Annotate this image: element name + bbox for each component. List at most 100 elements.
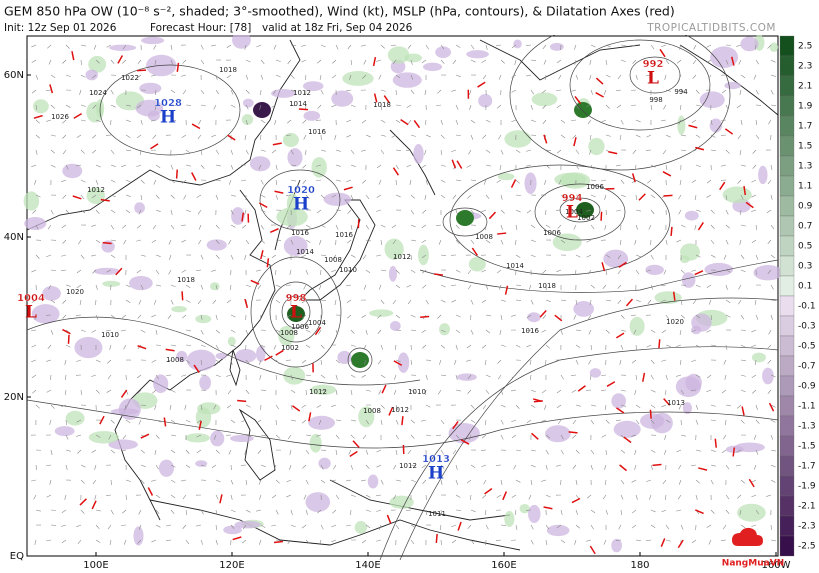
wind-barb xyxy=(226,404,232,409)
wind-barb xyxy=(605,269,607,275)
lon-label: 180 xyxy=(630,560,649,571)
wind-barb xyxy=(62,194,67,199)
wind-barb xyxy=(215,239,220,244)
wind-barb xyxy=(425,134,431,138)
wind-barb xyxy=(677,494,682,500)
wind-barb xyxy=(650,464,653,470)
dilatation-axis xyxy=(270,227,279,233)
wind-barb xyxy=(275,329,281,333)
wind-barb xyxy=(140,194,142,200)
wind-barb xyxy=(500,149,504,155)
wind-barb xyxy=(301,59,307,63)
wind-barb xyxy=(181,314,187,319)
wind-barb xyxy=(631,479,637,483)
wind-barb xyxy=(121,164,127,168)
wind-barb xyxy=(376,494,382,497)
ow-blob xyxy=(758,165,768,185)
wind-barb xyxy=(92,104,97,109)
wind-barb xyxy=(422,479,427,484)
colorbar-label: 1.9 xyxy=(798,102,813,112)
colorbar-cell xyxy=(779,55,795,77)
wind-barb xyxy=(590,284,596,289)
wind-barb xyxy=(183,194,187,200)
wind-barb xyxy=(346,269,352,272)
wind-barb xyxy=(605,104,610,109)
wind-barb xyxy=(395,434,399,440)
isobar-label: 1008 xyxy=(280,329,298,337)
wind-barb xyxy=(290,389,296,394)
wind-barb xyxy=(376,209,382,212)
ow-blob xyxy=(435,46,452,59)
wind-barb xyxy=(751,494,757,498)
wind-barb xyxy=(545,524,550,530)
wind-barb xyxy=(691,329,697,333)
wind-barb xyxy=(241,464,247,466)
ow-blob xyxy=(423,62,443,72)
wind-barb xyxy=(365,224,369,230)
wind-barb xyxy=(485,389,490,395)
wind-barb xyxy=(409,179,412,185)
wind-barb xyxy=(226,374,232,377)
wind-barb xyxy=(320,89,324,95)
dilatation-axis xyxy=(308,412,312,422)
wind-barb xyxy=(50,329,54,335)
dilatation-axis xyxy=(117,55,124,64)
center-value: 1004 xyxy=(17,293,45,304)
wind-barb xyxy=(47,344,52,350)
wind-barb xyxy=(588,314,592,320)
ow-blob xyxy=(629,316,645,336)
ow-blob xyxy=(611,393,627,409)
wind-barb xyxy=(663,104,667,110)
wind-barb xyxy=(302,464,307,469)
wind-barb xyxy=(46,254,52,258)
colorbar-cell xyxy=(779,95,795,117)
wind-barb xyxy=(620,329,626,332)
wind-barb xyxy=(335,494,340,500)
wind-barb xyxy=(616,104,622,109)
wind-barb xyxy=(515,404,520,409)
wind-barb xyxy=(484,419,487,425)
wind-barb xyxy=(560,239,566,244)
wind-barb xyxy=(422,284,427,289)
wind-barb xyxy=(425,179,428,185)
wind-barb xyxy=(650,419,655,424)
wind-barb xyxy=(511,44,517,49)
wind-barb xyxy=(31,359,37,362)
wind-barb xyxy=(725,239,729,245)
wind-barb xyxy=(770,434,774,440)
wind-barb xyxy=(80,179,86,183)
dilatation-axis xyxy=(388,406,394,416)
wind-barb xyxy=(259,374,262,380)
wind-barb xyxy=(380,119,386,123)
dilatation-axis xyxy=(147,487,154,496)
dilatation-axis xyxy=(743,185,747,196)
wind-barb xyxy=(455,374,458,380)
wind-barb xyxy=(230,209,234,215)
wind-barb xyxy=(680,314,685,319)
wind-barb xyxy=(200,164,205,169)
wind-barb xyxy=(361,149,367,152)
wind-barb xyxy=(77,539,82,545)
wind-barb xyxy=(691,269,697,272)
wind-barb xyxy=(661,299,667,302)
colorbar-cell xyxy=(779,535,795,557)
wind-barb xyxy=(170,509,175,515)
wind-barb xyxy=(767,389,772,395)
isobar xyxy=(250,256,342,368)
wind-barb xyxy=(496,494,502,498)
dilatation-axis xyxy=(568,431,578,434)
wind-barb xyxy=(226,299,232,304)
ow-blob xyxy=(197,402,221,415)
wind-barb xyxy=(466,359,472,362)
dilatation-axis xyxy=(383,95,390,104)
isobar xyxy=(442,207,488,237)
wind-barb xyxy=(737,179,742,184)
colorbar-label: 1.7 xyxy=(798,122,812,132)
wind-barb xyxy=(572,419,577,425)
dilatation-axis xyxy=(608,151,618,155)
wind-barb xyxy=(289,449,292,455)
wind-barb xyxy=(170,299,174,305)
ow-blob xyxy=(311,156,327,178)
ow-blob xyxy=(318,457,331,470)
wind-barb xyxy=(691,149,697,153)
